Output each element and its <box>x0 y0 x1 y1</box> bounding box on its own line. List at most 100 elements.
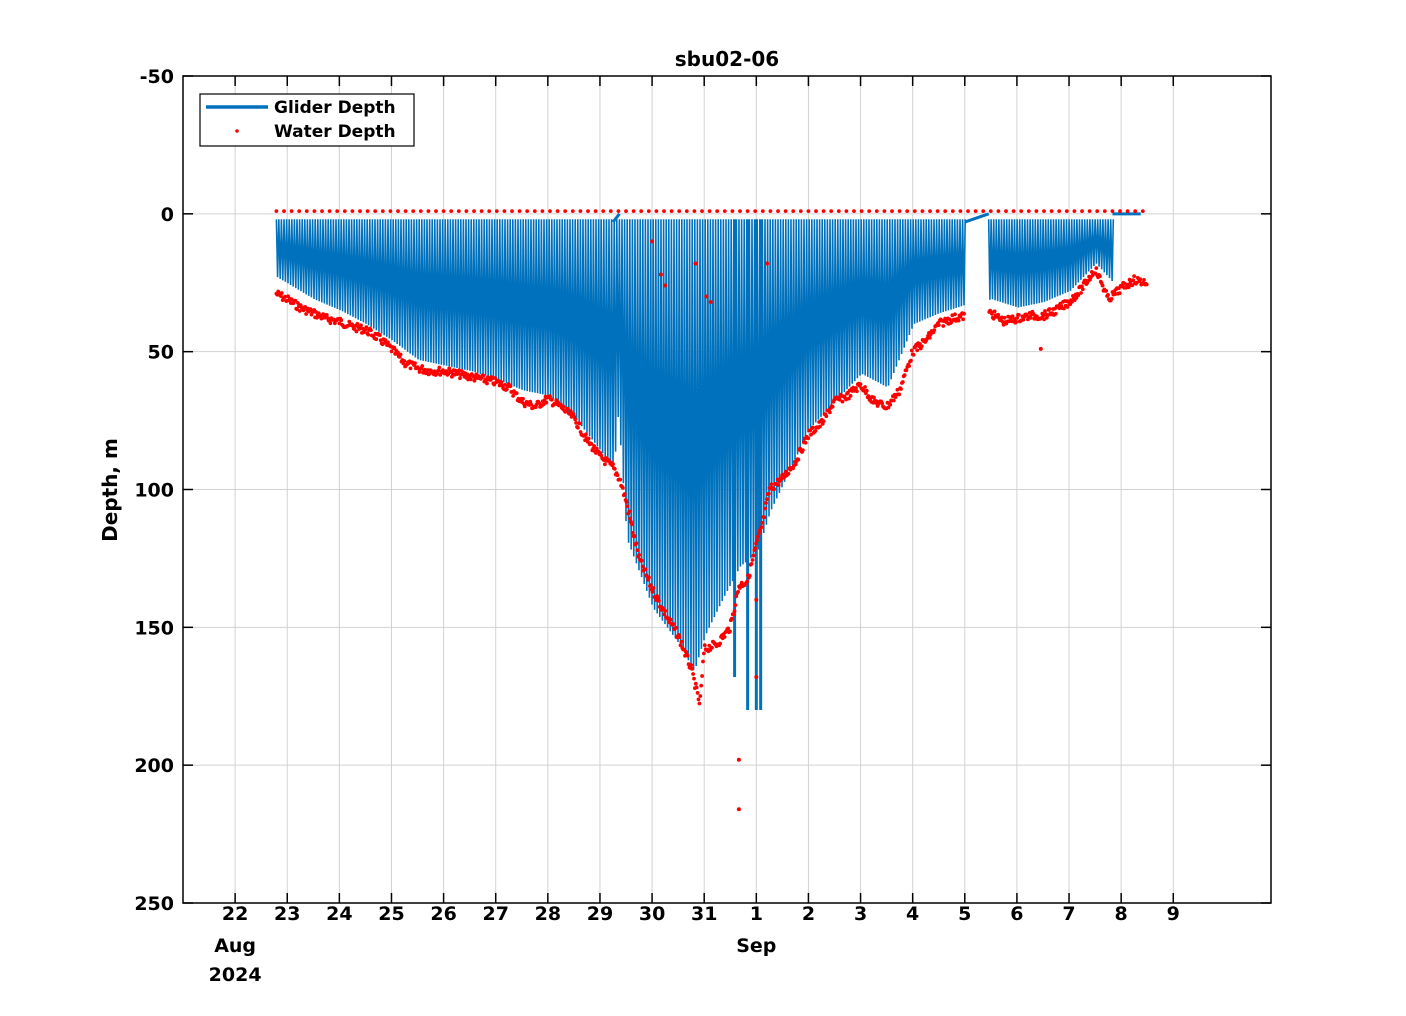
water-depth-point <box>791 209 796 214</box>
water-depth-point <box>736 757 741 762</box>
water-depth-point <box>941 324 946 328</box>
x-tick-label: 22 <box>222 903 248 925</box>
water-depth-point <box>863 385 867 389</box>
water-depth-point <box>651 586 656 590</box>
legend-glider-label: Glider Depth <box>274 98 396 118</box>
water-depth-point <box>745 209 750 214</box>
water-depth-point <box>347 319 352 324</box>
water-depth-point <box>1110 209 1115 214</box>
water-depth-point <box>658 272 663 277</box>
water-depth-point <box>751 553 756 558</box>
water-depth-point <box>1064 209 1069 214</box>
water-depth-point <box>570 209 575 214</box>
water-depth-point <box>449 209 454 214</box>
water-depth-point <box>1126 285 1131 290</box>
water-depth-point <box>695 691 700 695</box>
water-depth-point <box>947 317 952 322</box>
water-depth-point <box>1062 306 1066 311</box>
x-tick-label: 8 <box>1115 903 1128 925</box>
water-depth-point <box>874 209 879 214</box>
water-depth-point <box>584 432 588 437</box>
glider-depth-line <box>275 219 1115 670</box>
water-depth-point <box>1014 320 1019 324</box>
water-depth-point <box>745 579 749 584</box>
water-depth-point <box>1094 266 1099 270</box>
water-depth-point <box>1057 209 1062 214</box>
water-depth-point <box>366 332 371 337</box>
water-depth-point <box>374 337 379 342</box>
water-depth-point <box>730 209 735 214</box>
water-depth-point <box>534 402 539 407</box>
water-depth-point <box>1140 209 1145 214</box>
water-depth-point <box>592 444 596 448</box>
legend-water-label: Water Depth <box>274 122 396 142</box>
water-depth-point <box>855 389 859 394</box>
glider-depth-surface-segment <box>611 212 621 224</box>
water-depth-point <box>611 462 615 466</box>
water-depth-point <box>1138 277 1143 282</box>
water-depth-point <box>956 318 961 323</box>
water-depth-point <box>378 333 382 337</box>
water-depth-point <box>708 300 713 304</box>
water-depth-point <box>765 261 770 266</box>
water-depth-point <box>601 209 606 214</box>
water-depth-point <box>1053 311 1058 316</box>
glider-depth-surface-segment <box>964 212 990 224</box>
water-depth-point <box>418 209 423 214</box>
water-depth-point <box>628 516 632 521</box>
water-depth-point <box>864 388 869 393</box>
water-depth-point <box>1010 314 1015 319</box>
water-depth-point <box>806 209 811 214</box>
water-depth-point <box>900 380 905 384</box>
water-depth-point <box>769 482 774 487</box>
y-tick-label: 200 <box>134 755 174 777</box>
water-depth-point <box>487 209 492 214</box>
water-depth-point <box>398 352 403 357</box>
water-depth-point <box>961 317 965 322</box>
water-depth-point <box>990 311 994 316</box>
chart-title: sbu02-06 <box>675 47 779 71</box>
legend: Glider Depth Water Depth <box>199 93 415 147</box>
water-depth-point <box>915 348 920 353</box>
water-depth-point <box>935 209 940 214</box>
water-depth-point <box>754 675 759 679</box>
water-depth-point <box>1109 297 1114 301</box>
water-depth-point <box>753 209 758 214</box>
water-depth-point <box>464 209 469 214</box>
water-depth-point <box>677 209 682 214</box>
water-depth-point <box>754 541 758 546</box>
water-depth-point <box>749 562 754 566</box>
water-depth-point <box>814 209 818 214</box>
water-depth-point <box>1047 307 1052 311</box>
water-depth-point <box>654 209 659 214</box>
water-depth-point <box>973 209 978 214</box>
plot-frame <box>182 75 1272 904</box>
water-depth-point <box>324 313 329 317</box>
water-depth-point <box>578 209 583 214</box>
water-depth-point <box>417 370 422 374</box>
x-tick-label: 2 <box>802 903 815 925</box>
water-depth-point <box>589 442 594 446</box>
water-depth-point <box>494 209 499 214</box>
water-depth-point <box>679 639 684 644</box>
x-secondary-label: 2024 <box>209 964 262 986</box>
water-depth-point <box>615 473 620 478</box>
x-tick-label: 25 <box>378 903 404 925</box>
water-depth-point <box>702 643 707 648</box>
water-depth-point <box>279 291 284 295</box>
water-depth-point <box>755 538 759 543</box>
water-depth-point <box>753 546 758 551</box>
water-depth-point <box>403 209 408 214</box>
water-depth-point <box>369 328 373 333</box>
water-depth-point <box>759 525 764 529</box>
water-depth-point <box>728 629 732 634</box>
water-depth-point <box>919 344 924 349</box>
water-depth-point <box>663 609 668 613</box>
water-depth-point <box>756 534 760 539</box>
water-depth-point <box>722 635 727 639</box>
water-depth-point <box>309 312 314 317</box>
water-depth-point <box>625 504 630 509</box>
grid-lines <box>183 75 1271 904</box>
water-depth-point <box>558 402 563 407</box>
